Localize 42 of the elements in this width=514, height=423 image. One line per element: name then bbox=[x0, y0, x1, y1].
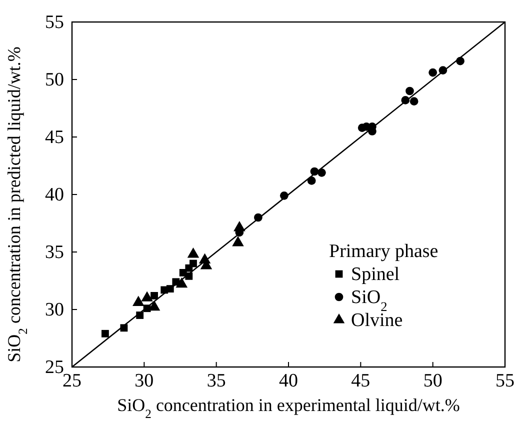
point bbox=[234, 221, 246, 232]
point bbox=[136, 312, 144, 319]
x-tick-label: 25 bbox=[62, 370, 82, 392]
point bbox=[428, 68, 438, 77]
point bbox=[280, 191, 288, 200]
point bbox=[438, 66, 448, 74]
point bbox=[307, 176, 316, 185]
point bbox=[190, 260, 197, 268]
y-tick-label: 40 bbox=[45, 184, 64, 206]
point bbox=[318, 168, 326, 177]
point bbox=[176, 277, 188, 288]
x-tick-label: 30 bbox=[134, 370, 154, 392]
point bbox=[232, 236, 244, 246]
y-tick-label: 55 bbox=[45, 12, 64, 34]
point bbox=[141, 291, 153, 302]
point bbox=[120, 324, 128, 332]
point bbox=[132, 296, 144, 306]
x-tick-label: 50 bbox=[423, 370, 442, 392]
point bbox=[410, 97, 418, 106]
x-tick-label: 40 bbox=[279, 370, 298, 392]
point bbox=[254, 213, 262, 222]
point bbox=[310, 167, 319, 176]
point bbox=[406, 86, 414, 96]
point bbox=[187, 248, 200, 258]
y-tick-label: 45 bbox=[45, 127, 64, 148]
legend-title: Primary phase bbox=[329, 241, 438, 262]
point bbox=[185, 272, 193, 280]
point bbox=[166, 285, 174, 293]
legend-label: Spinel bbox=[351, 264, 400, 285]
y-tick-label: 50 bbox=[45, 70, 64, 91]
y-tick-label: 25 bbox=[45, 357, 64, 378]
x-tick-label: 55 bbox=[496, 370, 514, 392]
point bbox=[401, 96, 410, 104]
x-axis-title: SiO$_{2}$ concentration in experimental liquid/wt.% bbox=[117, 395, 460, 421]
x-tick-label: 45 bbox=[351, 370, 370, 392]
y-tick-label: 30 bbox=[45, 300, 64, 321]
point bbox=[150, 292, 158, 300]
y-tick-label: 35 bbox=[45, 242, 64, 264]
point bbox=[456, 56, 464, 66]
point bbox=[101, 330, 109, 338]
x-tick-label: 35 bbox=[206, 370, 226, 392]
point bbox=[172, 278, 180, 286]
